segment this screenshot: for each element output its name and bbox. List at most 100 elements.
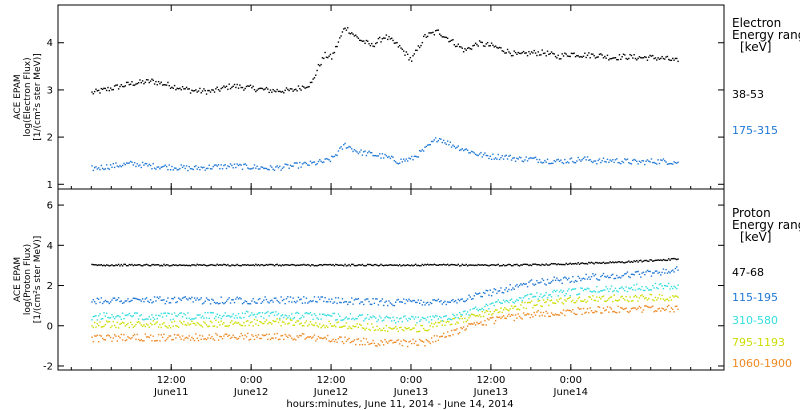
data-point [148,81,150,84]
data-point [630,54,633,57]
data-point [368,263,370,266]
data-point [597,300,599,302]
data-point [247,302,249,305]
data-point [417,344,420,346]
data-point [265,167,268,170]
data-point [580,308,582,310]
data-point [646,159,649,161]
data-point [642,309,645,311]
data-point [440,320,442,322]
data-point [504,265,506,267]
data-point [545,301,547,303]
data-point [437,264,440,266]
data-point [164,325,166,327]
data-point [476,43,478,46]
data-point [673,285,675,288]
data-point [209,337,212,340]
data-point [446,301,449,303]
data-point [562,162,565,165]
data-point [371,316,373,319]
data-point [646,299,649,301]
data-point [153,167,156,169]
data-point [288,322,290,324]
data-point [654,270,657,272]
data-point [328,263,330,266]
data-point [165,264,168,266]
data-point [333,312,336,315]
data-point [383,264,385,267]
data-point [96,323,99,325]
data-point [537,300,539,302]
x-tick-label-time: 12:00 [157,375,186,386]
data-point [658,162,661,165]
data-point [307,263,309,266]
data-point [244,264,246,266]
data-point [295,312,297,314]
data-point [295,321,297,324]
data-point [301,264,304,266]
data-point [429,325,432,327]
data-point [430,32,433,34]
data-point [666,298,669,300]
data-point [341,298,344,300]
data-point [269,89,272,91]
data-point [420,319,422,321]
data-point [646,305,649,308]
x-tick-label-time: 0:00 [560,375,582,386]
data-point [478,292,481,294]
data-point [536,158,538,161]
data-point [544,52,546,54]
data-point [379,344,381,346]
data-point [424,33,426,36]
data-point [235,264,237,267]
data-point [489,317,491,319]
data-point [528,264,530,267]
data-point [251,334,253,336]
data-point [292,324,294,326]
y-axis-label-line: [1/(cm²s ster MeV)] [33,53,43,140]
data-point [572,275,574,278]
data-point [104,299,107,302]
data-point [391,264,393,266]
data-point [345,147,348,149]
data-point [524,301,526,304]
data-point [168,325,170,327]
data-point [255,263,257,266]
data-point [406,300,409,302]
data-point [231,86,233,89]
data-point [373,154,376,157]
data-point [632,307,634,309]
data-point [438,301,441,303]
data-point [577,293,579,296]
data-point [461,314,463,316]
data-point [323,300,325,303]
data-point [139,164,141,166]
data-point [562,263,565,266]
data-point [605,57,607,59]
data-point [155,264,157,266]
data-point [281,314,284,316]
data-point [103,312,105,314]
data-point [104,339,107,341]
data-point [642,260,645,262]
data-point [646,260,649,262]
data-point [363,327,365,330]
data-point [380,263,382,266]
data-point [656,270,658,272]
data-point [464,300,466,303]
data-point [481,307,483,310]
data-point [335,154,337,156]
data-point [335,319,337,321]
data-point [329,160,332,163]
data-point [259,87,261,90]
data-point [95,326,97,328]
data-point [367,263,369,266]
data-point [312,324,314,327]
data-point [645,286,647,288]
data-point [413,299,416,302]
data-point [163,299,165,301]
data-point [509,154,511,157]
data-point [601,312,603,314]
data-point [617,300,619,302]
data-point [264,320,266,323]
